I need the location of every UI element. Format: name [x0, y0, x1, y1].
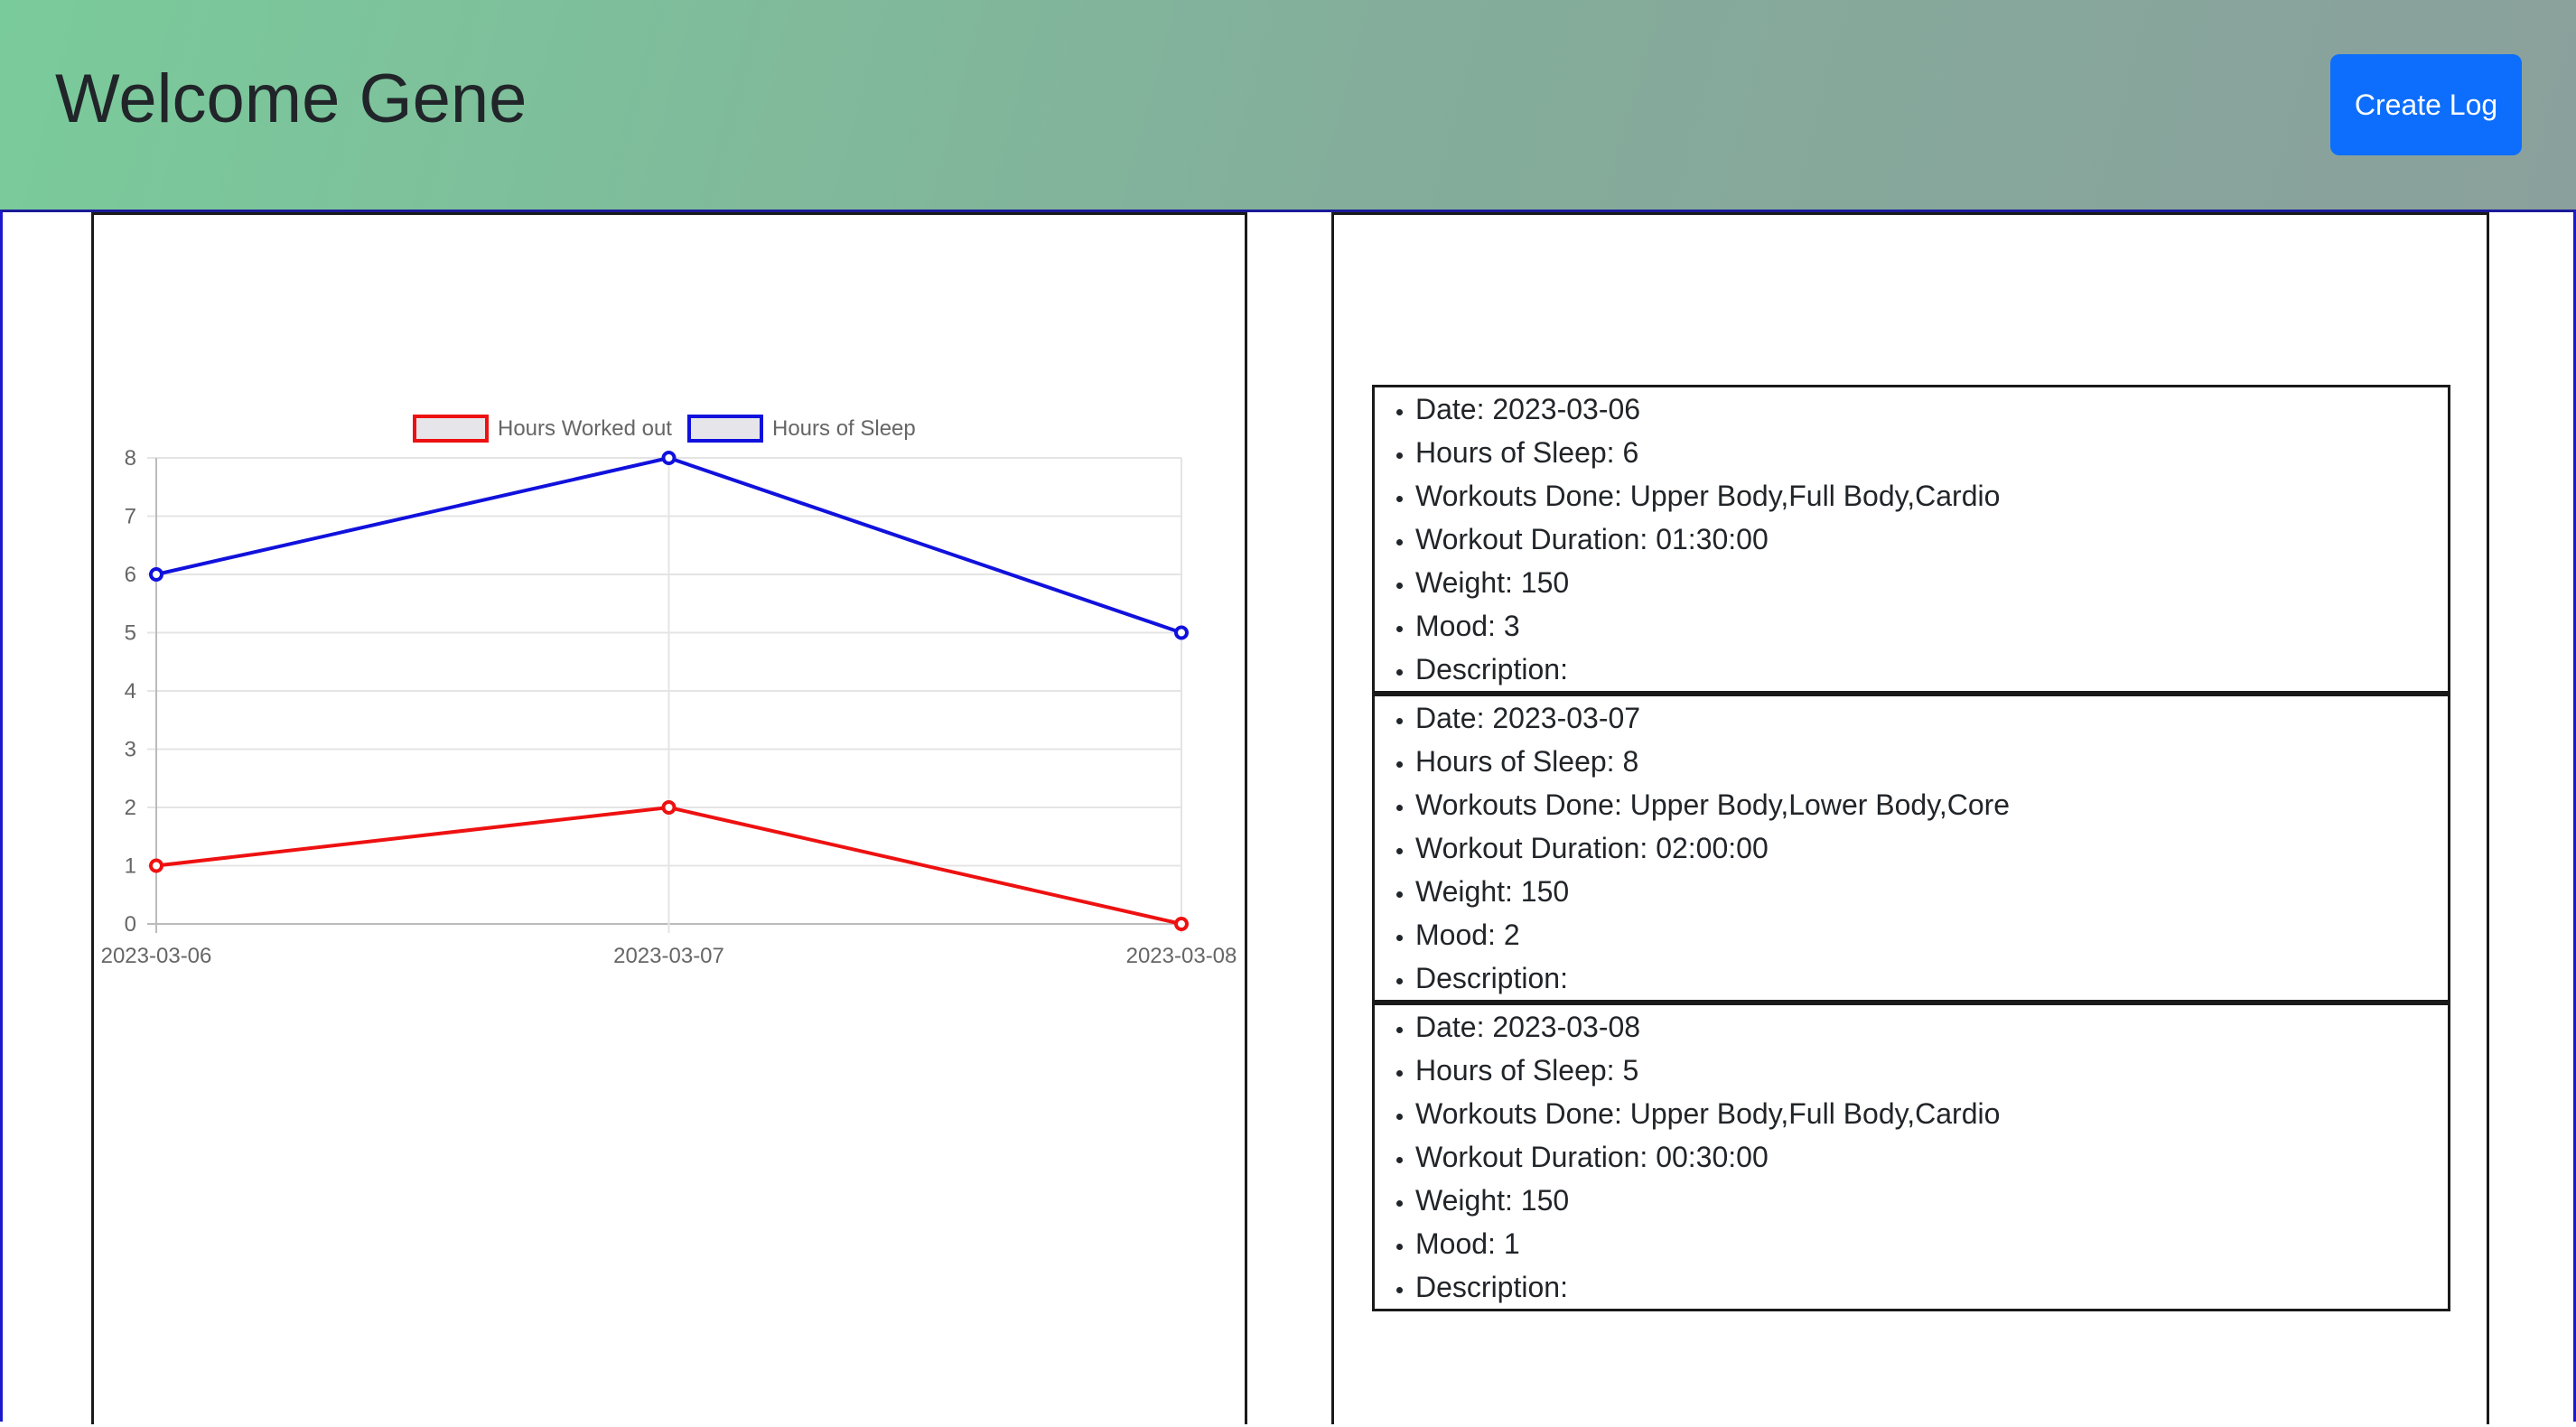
y-tick-label: 1: [125, 854, 136, 879]
x-tick-label: 2023-03-06: [101, 944, 212, 968]
page-header: Welcome Gene Create Log: [0, 0, 2576, 210]
y-tick-label: 4: [125, 679, 136, 704]
data-point: [149, 858, 163, 873]
y-tick-label: 7: [125, 505, 136, 529]
data-point: [1174, 917, 1189, 931]
log-weight: Weight: 150: [1415, 561, 2448, 604]
log-date: Date: 2023-03-06: [1415, 387, 2448, 431]
x-tick-label: 2023-03-08: [1126, 944, 1237, 968]
y-tick-label: 6: [125, 563, 136, 587]
data-point: [661, 451, 677, 465]
main-content: 0 1 2 3 4 5 6 7 8 2023-03-06 2023-03-07 2023-03-08 H…: [0, 210, 2576, 1424]
y-tick-label: 2: [125, 796, 136, 820]
log-entry: Date: 2023-03-08 Hours of Sleep: 5 Worko…: [1372, 1003, 2450, 1311]
log-entry: Date: 2023-03-07 Hours of Sleep: 8 Worko…: [1372, 694, 2450, 1003]
logs-panel: Date: 2023-03-06 Hours of Sleep: 6 Worko…: [1331, 212, 2489, 1424]
log-sleep: Hours of Sleep: 6: [1415, 431, 2448, 474]
y-tick-label: 0: [125, 912, 136, 937]
log-list: Date: 2023-03-06 Hours of Sleep: 6 Worko…: [1372, 385, 2450, 1311]
y-tick-label: 8: [125, 446, 136, 471]
log-date: Date: 2023-03-08: [1415, 1005, 2448, 1049]
log-mood: Mood: 1: [1415, 1222, 2448, 1265]
legend-swatch: [687, 415, 763, 443]
legend-label: Hours Worked out: [498, 416, 672, 441]
line-chart: 0 1 2 3 4 5 6 7 8 2023-03-06 2023-03-07 2023-03-08 H…: [101, 415, 1237, 968]
log-workouts: Workouts Done: Upper Body,Lower Body,Cor…: [1415, 783, 2448, 826]
log-duration: Workout Duration: 00:30:00: [1415, 1135, 2448, 1179]
log-description: Description:: [1415, 648, 2448, 691]
log-mood: Mood: 2: [1415, 913, 2448, 956]
log-sleep: Hours of Sleep: 8: [1415, 740, 2448, 783]
log-workouts: Workouts Done: Upper Body,Full Body,Card…: [1415, 474, 2448, 518]
log-duration: Workout Duration: 02:00:00: [1415, 826, 2448, 870]
y-tick-label: 5: [125, 621, 136, 646]
log-mood: Mood: 3: [1415, 604, 2448, 648]
log-workouts: Workouts Done: Upper Body,Full Body,Card…: [1415, 1092, 2448, 1135]
log-weight: Weight: 150: [1415, 1179, 2448, 1222]
y-tick-label: 3: [125, 738, 136, 762]
x-tick-label: 2023-03-07: [613, 944, 724, 968]
log-entry: Date: 2023-03-06 Hours of Sleep: 6 Worko…: [1372, 385, 2450, 694]
data-point: [661, 800, 677, 815]
log-date: Date: 2023-03-07: [1415, 696, 2448, 740]
log-weight: Weight: 150: [1415, 870, 2448, 913]
create-log-button[interactable]: Create Log: [2330, 54, 2522, 155]
log-description: Description:: [1415, 956, 2448, 1000]
page-title: Welcome Gene: [55, 61, 527, 137]
data-point: [1174, 625, 1189, 640]
legend-swatch: [413, 415, 489, 443]
log-duration: Workout Duration: 01:30:00: [1415, 518, 2448, 561]
legend-label: Hours of Sleep: [772, 416, 916, 441]
chart-panel: 0 1 2 3 4 5 6 7 8 2023-03-06 2023-03-07 2023-03-08 H…: [91, 212, 1247, 1424]
log-sleep: Hours of Sleep: 5: [1415, 1049, 2448, 1092]
data-point: [149, 567, 163, 582]
log-description: Description:: [1415, 1265, 2448, 1309]
